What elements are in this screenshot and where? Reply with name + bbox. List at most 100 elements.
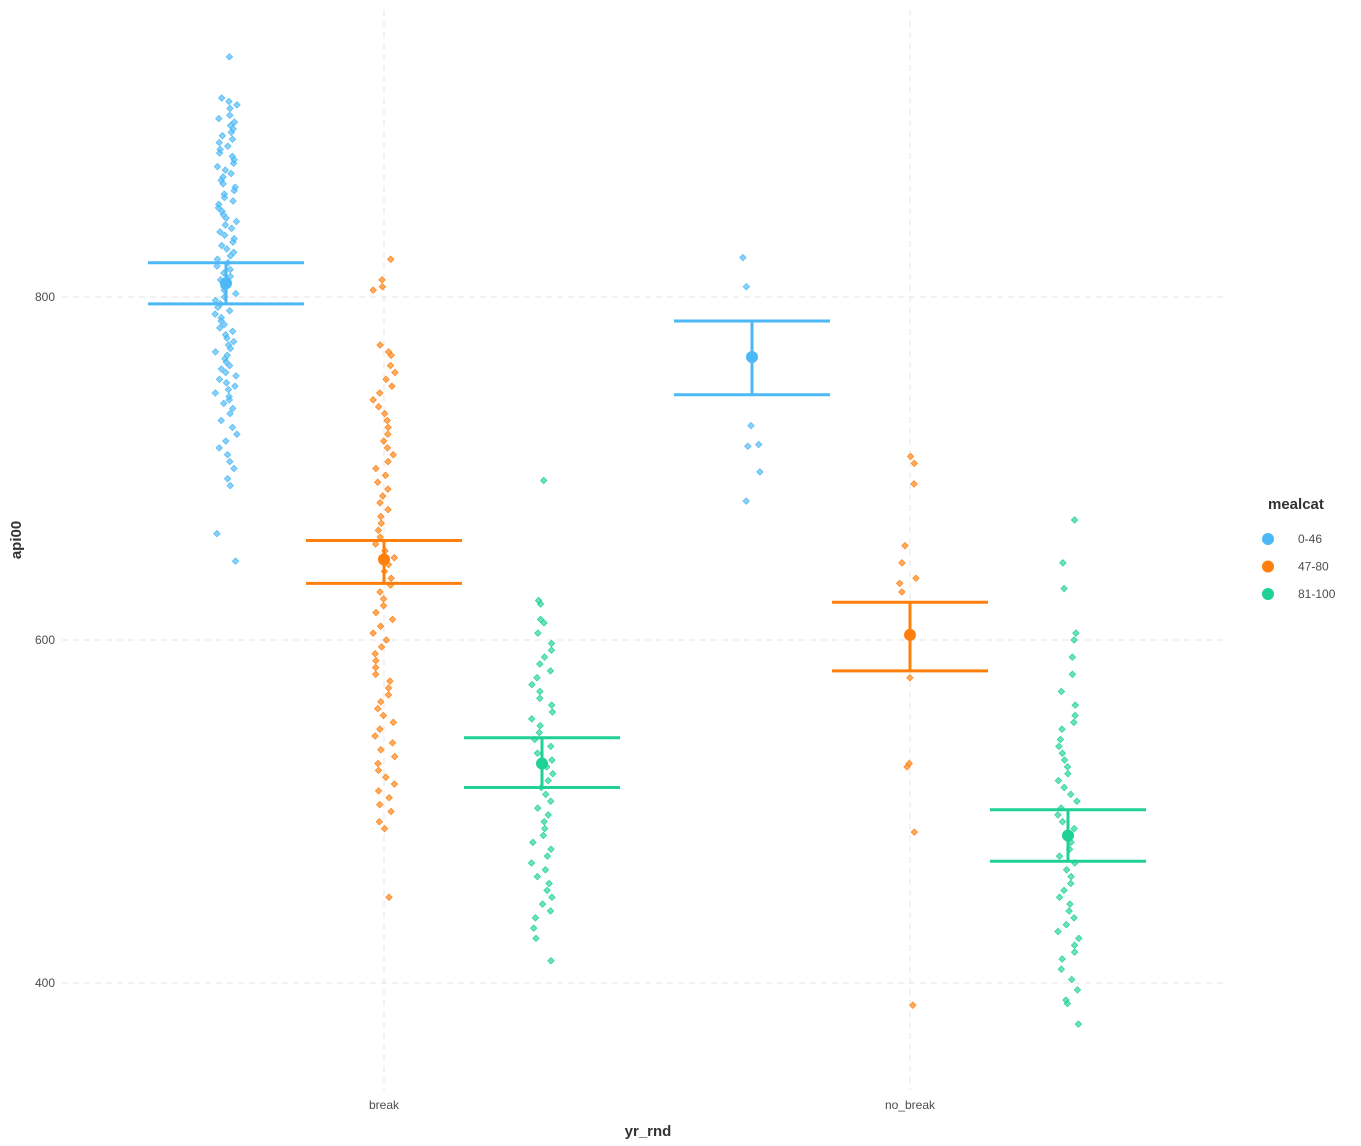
- data-point: [371, 663, 380, 672]
- data-point: [225, 396, 234, 404]
- data-point: [384, 423, 392, 432]
- data-point: [910, 480, 918, 488]
- data-point: [369, 629, 377, 637]
- data-point: [547, 701, 556, 709]
- data-point: [369, 396, 377, 404]
- data-point: [226, 409, 234, 418]
- data-point: [376, 622, 385, 631]
- data-point: [390, 780, 399, 788]
- mean-point: [220, 277, 232, 290]
- summary-layer: [148, 261, 1146, 863]
- data-point: [384, 485, 392, 493]
- data-point: [739, 253, 747, 262]
- data-point: [756, 468, 764, 476]
- data-point: [374, 766, 383, 775]
- y-tick-label-400: 400: [35, 976, 55, 990]
- x-tick-label-no_break: no_break: [885, 1098, 936, 1112]
- point-layer: [211, 53, 1083, 1028]
- data-point: [549, 770, 557, 778]
- data-point: [376, 588, 384, 596]
- legend: mealcat 0-46 47-80 81-100: [1262, 496, 1336, 601]
- data-point: [375, 389, 384, 397]
- data-point: [382, 636, 391, 644]
- data-point: [391, 368, 399, 377]
- data-point: [898, 559, 906, 567]
- data-point: [221, 368, 230, 377]
- data-point: [1067, 975, 1076, 984]
- data-point: [223, 245, 231, 253]
- data-point: [376, 499, 384, 507]
- data-point: [371, 670, 380, 679]
- data-point: [1070, 718, 1078, 727]
- data-point: [386, 677, 394, 685]
- data-point: [379, 595, 388, 603]
- data-point: [223, 334, 231, 342]
- data-point: [230, 186, 238, 195]
- data-point: [389, 718, 398, 727]
- data-point: [1071, 711, 1079, 720]
- data-point: [374, 526, 383, 535]
- legend-items: 0-46 47-80 81-100: [1262, 532, 1336, 601]
- legend-key-47-80: [1262, 560, 1274, 573]
- data-point: [226, 104, 234, 113]
- data-point: [540, 653, 549, 661]
- data-point: [1058, 818, 1067, 826]
- data-point: [213, 262, 221, 270]
- data-point: [220, 231, 229, 240]
- data-point: [378, 492, 387, 500]
- data-point: [377, 697, 385, 706]
- data-point: [754, 440, 763, 449]
- data-point: [217, 416, 225, 425]
- legend-label-0-46: 0-46: [1298, 532, 1322, 546]
- data-point: [533, 749, 542, 757]
- data-point: [387, 574, 395, 583]
- data-point: [379, 437, 388, 445]
- data-point: [895, 579, 904, 588]
- data-point: [225, 361, 234, 370]
- data-point: [541, 790, 550, 799]
- data-point: [377, 519, 386, 528]
- mean-point: [746, 351, 758, 364]
- data-point: [548, 893, 556, 902]
- data-point: [215, 138, 223, 147]
- data-point: [541, 824, 549, 833]
- data-point: [1055, 893, 1064, 902]
- data-point: [536, 600, 545, 608]
- data-point: [384, 457, 392, 466]
- data-point: [533, 804, 542, 812]
- data-point: [227, 169, 235, 178]
- data-point: [546, 797, 555, 805]
- data-point: [544, 811, 552, 819]
- data-point: [215, 375, 224, 384]
- data-point: [220, 193, 229, 202]
- data-point: [374, 787, 383, 795]
- data-point: [216, 228, 224, 236]
- data-point: [1072, 629, 1080, 637]
- data-point: [548, 756, 556, 764]
- data-point: [532, 934, 540, 943]
- data-point: [898, 588, 906, 596]
- data-point: [371, 732, 379, 740]
- data-point: [227, 224, 236, 233]
- data-point: [229, 238, 237, 246]
- data-point: [375, 800, 384, 809]
- data-point: [220, 399, 228, 408]
- data-point: [226, 344, 235, 353]
- data-point: [1054, 776, 1063, 785]
- data-point: [543, 852, 552, 860]
- data-point: [230, 464, 238, 473]
- data-point: [535, 728, 544, 737]
- data-point: [231, 382, 239, 390]
- mean-point: [1062, 829, 1074, 842]
- data-point: [1073, 986, 1082, 994]
- data-point: [214, 303, 222, 312]
- data-point: [1054, 811, 1062, 819]
- data-point: [388, 615, 397, 624]
- data-point: [1060, 783, 1068, 792]
- data-point: [379, 601, 388, 610]
- data-point: [226, 457, 234, 466]
- data-point: [380, 824, 389, 833]
- data-point: [540, 818, 548, 826]
- data-point: [381, 471, 390, 480]
- data-point: [220, 320, 228, 329]
